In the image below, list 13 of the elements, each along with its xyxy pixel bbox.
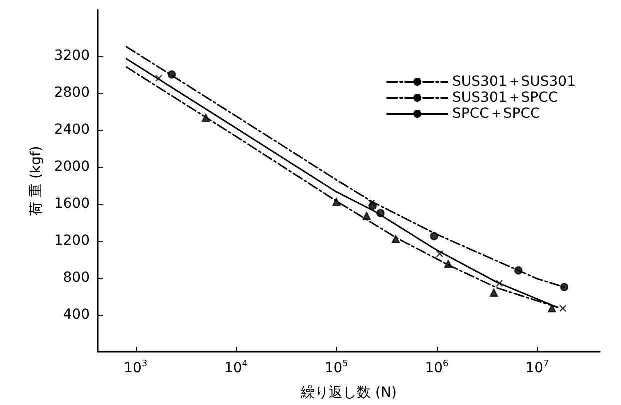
- y-tick-label: 3200: [54, 48, 90, 64]
- y-tick-label: 2400: [54, 122, 90, 138]
- y-tick-label: 2000: [54, 159, 90, 176]
- y-tick-label: 800: [63, 270, 90, 286]
- y-tick-label: 1600: [54, 196, 90, 212]
- y-tick-label: 2800: [54, 85, 90, 102]
- y-axis-title: 荷 重 (kgf): [28, 146, 44, 216]
- legend-label: SPCC＋SPCC: [452, 106, 540, 122]
- legend-label: SUS301＋SPCC: [452, 90, 558, 106]
- y-tick-label: 1200: [54, 233, 90, 250]
- y-tick-label: 400: [63, 307, 90, 324]
- legend-label: SUS301＋SUS301: [452, 74, 576, 90]
- x-axis-title: 繰り返し数 (N): [300, 385, 397, 401]
